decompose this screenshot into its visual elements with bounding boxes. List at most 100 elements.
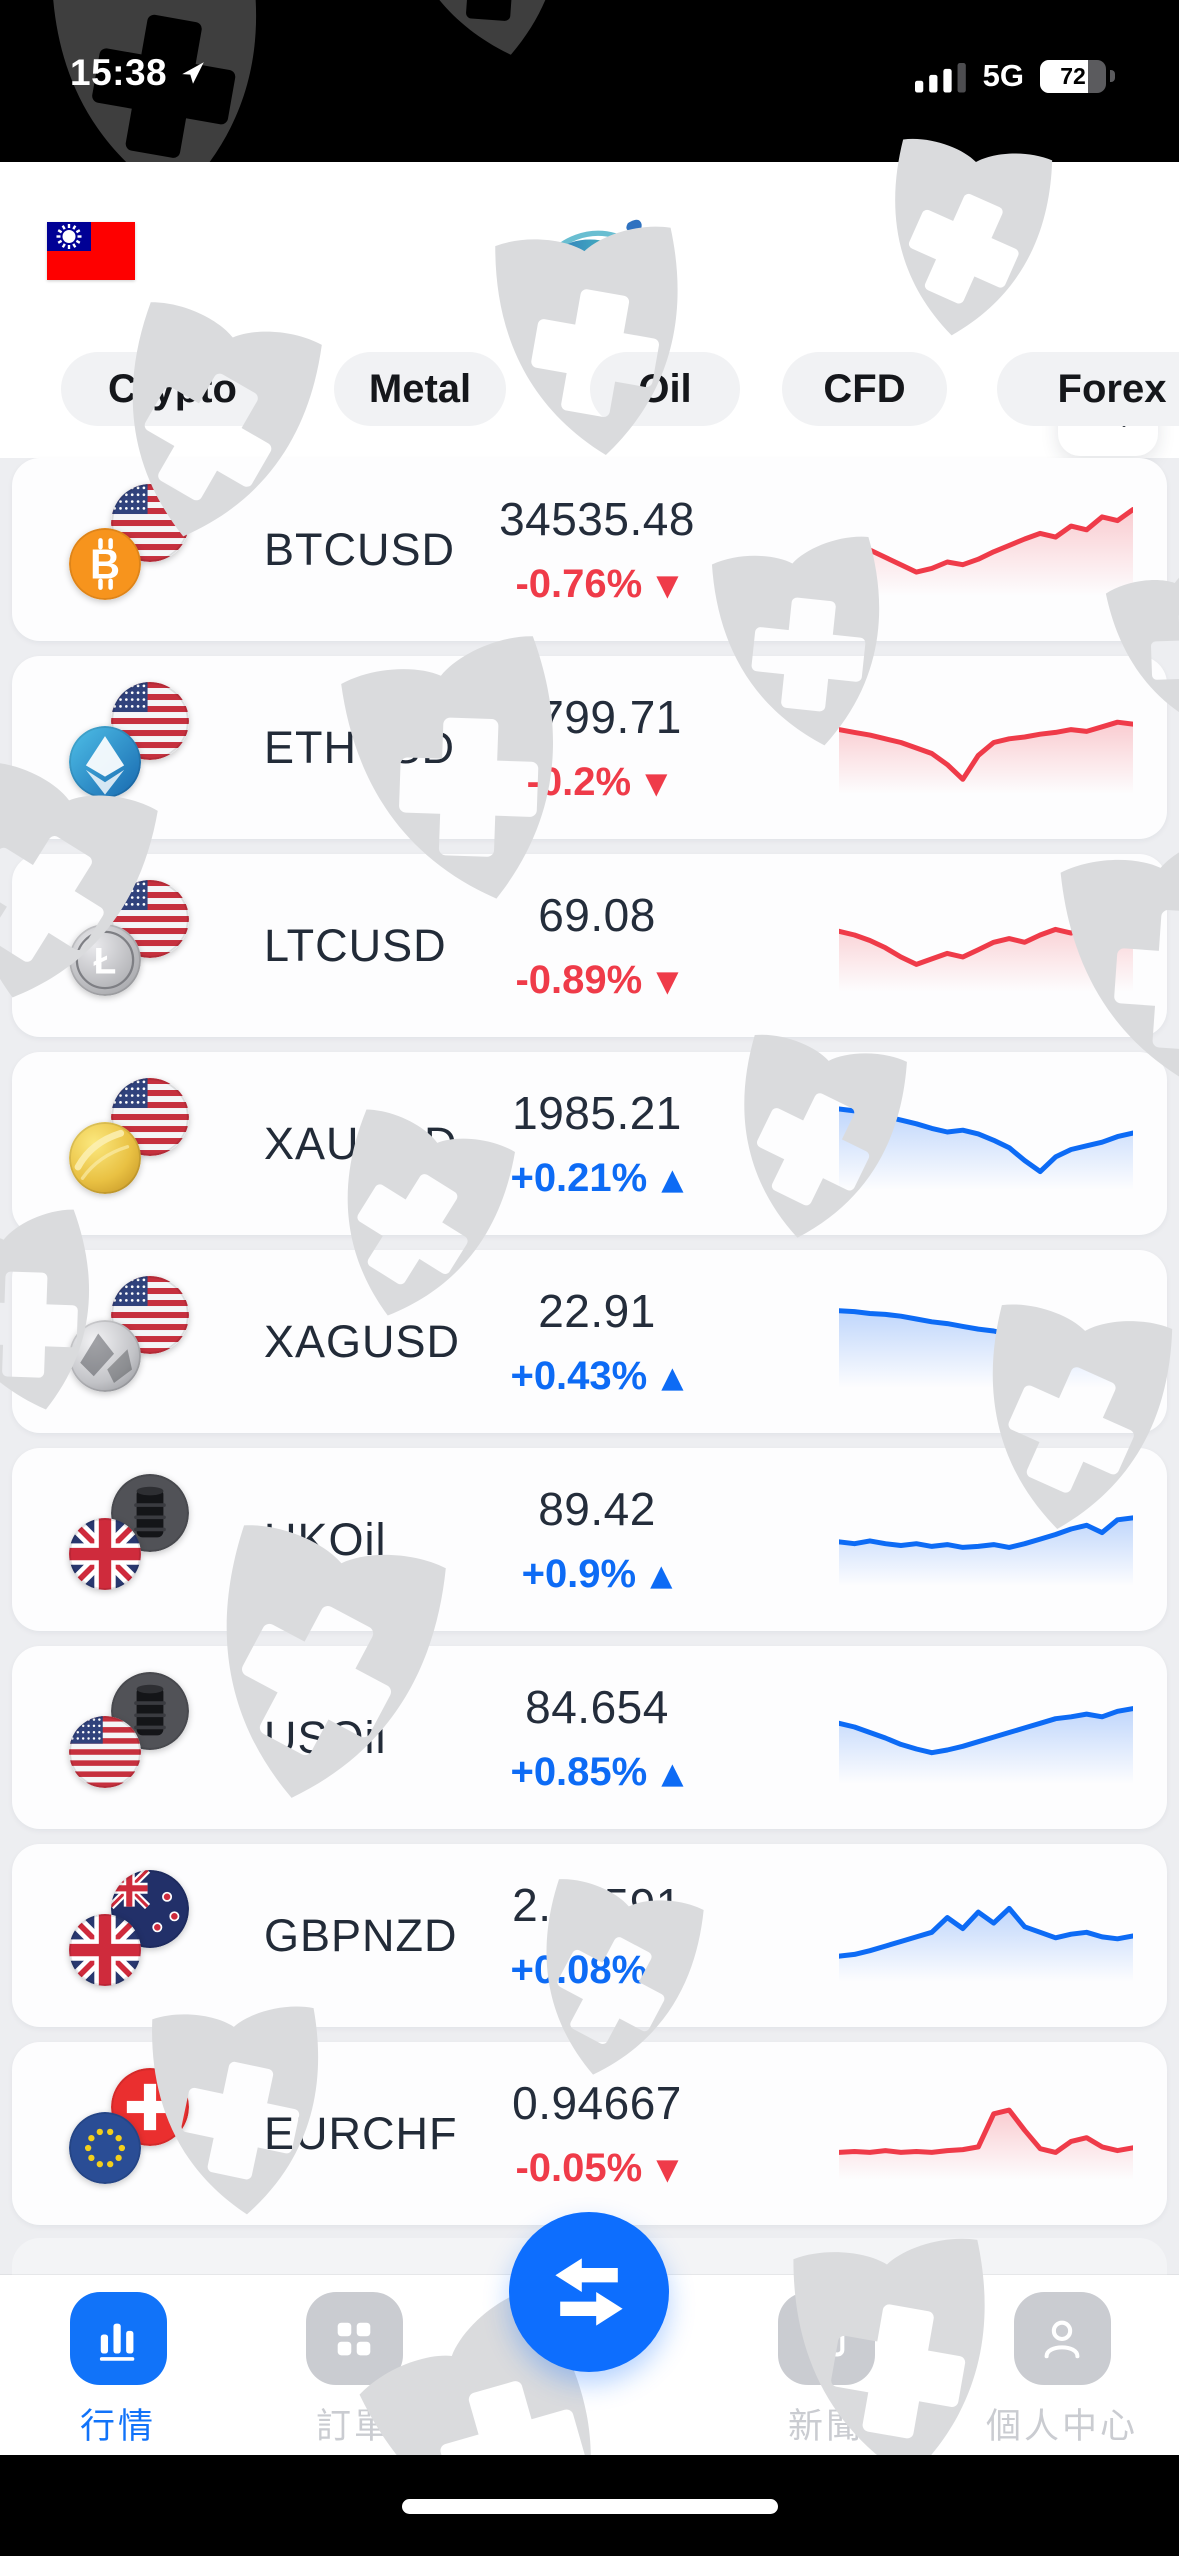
svg-text:Ł: Ł <box>94 940 117 982</box>
change-percent: +0.08% <box>510 1948 648 1992</box>
us-flag-icon <box>69 1716 141 1788</box>
symbol-label: LTCUSD <box>264 919 447 971</box>
price-value: 89.42 <box>538 1483 656 1535</box>
quote-block: 1985.21 +0.21% ▲ <box>382 1052 812 1235</box>
instrument-icon-pair: B <box>69 458 239 641</box>
quote-block: 84.654 +0.85% ▲ <box>382 1646 812 1829</box>
trend-sparkline <box>839 719 1133 794</box>
watchlist-row-xauusd[interactable]: XAUUSD 1985.21 +0.21% ▲ <box>12 1052 1167 1235</box>
trend-sparkline <box>839 1106 1133 1190</box>
shield-watermark-icon <box>377 0 603 85</box>
person-icon <box>1013 2292 1111 2385</box>
price-value: 22.91 <box>538 1285 656 1337</box>
price-value: 0.94667 <box>512 2077 682 2129</box>
silver-coin-icon <box>69 1320 141 1392</box>
taiwan-flag-icon[interactable] <box>47 222 135 280</box>
triangle-up-icon: ▲ <box>661 1755 684 1790</box>
nav-item-quotes[interactable]: 行情 <box>0 2275 236 2449</box>
orders-grid-icon <box>305 2292 403 2385</box>
status-bar: 15:38 5G 72 <box>0 0 1179 162</box>
svg-text:B: B <box>90 541 120 588</box>
watchlist-row-ethusd[interactable]: ETHUSD 1799.71 -0.2% ▼ <box>12 656 1167 839</box>
trend-sparkline <box>839 1308 1133 1388</box>
eu-flag-icon <box>69 2112 141 2184</box>
nav-item-news[interactable]: 新聞 <box>708 2275 944 2449</box>
nav-item-profile[interactable]: 個人中心 <box>944 2275 1179 2449</box>
home-bar <box>0 2455 1179 2556</box>
quote-block: 89.42 +0.9% ▲ <box>382 1448 812 1631</box>
quote-block: 1799.71 -0.2% ▼ <box>382 656 812 839</box>
triangle-up-icon: ▲ <box>661 1359 684 1394</box>
instrument-icon-pair <box>69 1052 239 1235</box>
trend-sparkline <box>839 1515 1133 1586</box>
price-value: 2.08591 <box>512 1879 682 1931</box>
quote-block: 34535.48 -0.76% ▼ <box>382 458 812 641</box>
price-value: 1799.71 <box>512 691 682 743</box>
change-percent: +0.85% <box>510 1750 648 1794</box>
triangle-down-icon: ▼ <box>656 963 679 998</box>
nav-label: 訂單 <box>315 2407 392 2447</box>
instrument-icon-pair <box>69 1448 239 1631</box>
watchlist-row-ltcusd[interactable]: Ł LTCUSD 69.08 -0.89% ▼ <box>12 854 1167 1037</box>
symbol-label: GBPNZD <box>264 1909 458 1961</box>
change-percent: +0.9% <box>521 1552 637 1596</box>
trade-fab-button[interactable] <box>509 2212 669 2372</box>
battery-icon: 72 <box>1040 59 1106 93</box>
watchlist-row-xagusd[interactable]: XAGUSD 22.91 +0.43% ▲ <box>12 1250 1167 1433</box>
triangle-up-icon: ▲ <box>661 1953 684 1988</box>
tab-metal[interactable]: Metal <box>334 352 506 426</box>
tab-oil[interactable]: Oil <box>590 352 740 426</box>
instrument-icon-pair <box>69 1844 239 2027</box>
btc-coin-icon: B <box>69 528 141 600</box>
uk-flag-icon <box>69 1518 141 1590</box>
symbol-label: UKOil <box>264 1513 387 1565</box>
triangle-down-icon: ▼ <box>656 2151 679 2186</box>
nav-label: 新聞 <box>787 2407 864 2447</box>
change-value: -0.05% ▼ <box>515 2146 678 2191</box>
watchlist-row-btcusd[interactable]: B BTCUSD 34535.48 -0.76% ▼ <box>12 458 1167 641</box>
nav-item-orders[interactable]: 訂單 <box>236 2275 472 2449</box>
change-percent: -0.76% <box>515 562 643 606</box>
tab-cfd[interactable]: CFD <box>782 352 947 426</box>
quote-block: 2.08591 +0.08% ▲ <box>382 1844 812 2027</box>
change-value: +0.08% ▲ <box>510 1948 683 1993</box>
change-percent: -0.2% <box>526 760 632 804</box>
nav-label: 行情 <box>79 2407 156 2447</box>
home-indicator[interactable] <box>401 2499 778 2514</box>
change-percent: +0.21% <box>510 1156 648 1200</box>
triangle-up-icon: ▲ <box>650 1557 673 1592</box>
change-value: -0.76% ▼ <box>515 562 678 607</box>
uk-flag-icon <box>69 1914 141 1986</box>
triangle-up-icon: ▲ <box>661 1161 684 1196</box>
trend-sparkline <box>839 915 1133 992</box>
tab-crypto[interactable]: Crypto <box>61 352 284 426</box>
watchlist-row-ukoil[interactable]: UKOil 89.42 +0.9% ▲ <box>12 1448 1167 1631</box>
eth-coin-icon <box>69 726 141 798</box>
trend-sparkline <box>839 1706 1133 1784</box>
network-type-label: 5G <box>982 58 1024 93</box>
trend-sparkline <box>839 2107 1133 2180</box>
gold-coin-icon <box>69 1122 141 1194</box>
price-value: 84.654 <box>525 1681 669 1733</box>
change-value: +0.85% ▲ <box>510 1750 683 1795</box>
trend-sparkline <box>839 507 1133 596</box>
instrument-icon-pair <box>69 1646 239 1829</box>
tab-forex[interactable]: Forex <box>997 352 1179 426</box>
change-value: +0.21% ▲ <box>510 1156 683 1201</box>
change-value: +0.43% ▲ <box>510 1354 683 1399</box>
instrument-icon-pair <box>69 1250 239 1433</box>
us-flag-icon <box>111 682 189 760</box>
broker-logo-icon <box>532 219 647 292</box>
watchlist-row-eurchf[interactable]: EURCHF 0.94667 -0.05% ▼ <box>12 2042 1167 2225</box>
symbol-label: USOil <box>264 1711 387 1763</box>
battery-percent: 72 <box>1060 62 1086 89</box>
chart-bars-icon <box>69 2292 167 2385</box>
watchlist-row-gbpnzd[interactable]: GBPNZD 2.08591 +0.08% ▲ <box>12 1844 1167 2027</box>
battery-nub <box>1110 70 1115 82</box>
change-percent: +0.43% <box>510 1354 648 1398</box>
instrument-icon-pair <box>69 2042 239 2225</box>
watchlist-row-usoil[interactable]: USOil 84.654 +0.85% ▲ <box>12 1646 1167 1829</box>
change-value: +0.9% ▲ <box>522 1552 673 1597</box>
nz-flag-icon <box>111 1870 189 1948</box>
